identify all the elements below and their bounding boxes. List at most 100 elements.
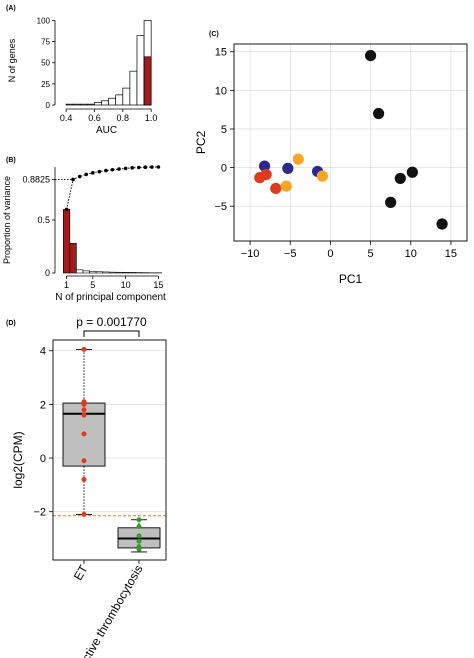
data-point <box>81 407 87 413</box>
x-tick-label: 0.4 <box>60 113 73 123</box>
y-tick-label: 10 <box>215 85 227 97</box>
histogram-bar-highlight <box>143 56 152 106</box>
panel-label: (C) <box>209 31 219 38</box>
scatter-point <box>364 49 377 62</box>
histogram-bar <box>108 97 117 106</box>
y-tick-label: 100 <box>37 16 51 25</box>
scatter-point <box>316 170 328 182</box>
x-tick-label: 15 <box>445 248 457 260</box>
variance-bar <box>89 271 97 274</box>
plot-frame <box>52 339 167 561</box>
data-point <box>81 412 87 418</box>
cumulative-point <box>110 167 115 172</box>
y-tick-label: 0.5 <box>37 215 50 225</box>
data-point <box>81 346 87 352</box>
variance-bar <box>62 209 71 274</box>
variance-bar <box>95 271 103 274</box>
cumulative-line <box>66 166 159 210</box>
scatter-point <box>260 168 272 181</box>
cumulative-point <box>64 207 69 212</box>
cumulative-point <box>104 168 108 173</box>
x-axis-label: AUC <box>96 125 117 136</box>
y-tick-label: −2 <box>33 507 46 519</box>
histogram-bar <box>115 94 124 106</box>
panel-a-auc-histogram: (A) 0 25 50 75 100 0.4 0.6 0.8 1.0 AUC N of genes <box>6 5 157 136</box>
data-point <box>136 538 142 544</box>
plot-background <box>234 44 467 241</box>
x-tick-label: 15 <box>153 280 163 290</box>
x-tick-label: 5 <box>368 248 374 260</box>
histogram-bar <box>129 70 138 106</box>
scatter-point <box>270 182 282 195</box>
x-tick-label: 10 <box>121 280 131 290</box>
cumulative-point <box>143 165 148 170</box>
y-tick-label: 0 <box>221 163 227 175</box>
y-axis-label: N of genes <box>7 38 17 82</box>
cumulative-point <box>77 174 82 179</box>
x-tick-label: 0 <box>327 248 333 260</box>
y-tick-label: 5 <box>221 124 227 136</box>
histogram-bar <box>87 103 95 106</box>
data-point <box>136 546 142 552</box>
variance-bar <box>128 272 136 274</box>
x-tick-label: 0.8 <box>117 113 130 123</box>
cumulative-point <box>150 165 154 169</box>
variance-bar <box>82 270 90 274</box>
panel-label: (D) <box>6 320 16 327</box>
panel-label: (A) <box>6 5 16 12</box>
scatter-point <box>292 153 304 165</box>
data-point <box>81 458 87 464</box>
y-axis-label: log2(CPM) <box>11 431 25 488</box>
cumulative-point <box>97 169 102 174</box>
x-tick-label: −5 <box>284 248 297 260</box>
histogram-bar <box>94 102 102 106</box>
x-axis-label: N of principal component <box>55 292 166 303</box>
data-point <box>81 511 87 517</box>
cumulative-point <box>130 166 134 170</box>
data-point <box>136 517 142 523</box>
x-tick-label: 0.6 <box>88 113 101 123</box>
scatter-point <box>436 218 448 230</box>
cumulative-point <box>136 165 141 170</box>
cumulative-point <box>156 165 161 169</box>
x-tick-label: 1.0 <box>145 113 158 123</box>
x-tick-label: −10 <box>241 248 260 260</box>
y-tick-label: 4 <box>40 346 46 358</box>
panel-label: (B) <box>6 157 16 164</box>
scatter-point <box>406 166 418 178</box>
variance-bar <box>108 271 117 274</box>
variance-bar <box>102 271 110 274</box>
histogram-bar <box>136 35 145 106</box>
cumulative-point <box>123 166 128 171</box>
y-axis-label: PC2 <box>194 131 208 155</box>
y-tick-label: 50 <box>41 59 50 68</box>
data-point <box>81 477 87 483</box>
data-point <box>81 431 87 437</box>
variance-bar <box>76 269 84 274</box>
y-tick-label: 2 <box>40 399 46 411</box>
scatter-point <box>373 107 385 120</box>
data-point <box>136 523 142 529</box>
y-tick-label: 15 <box>215 47 227 59</box>
x-tick-label: 10 <box>405 248 417 260</box>
variance-bar <box>69 243 77 274</box>
histogram-bar <box>101 100 109 106</box>
x-tick-label: 1 <box>64 280 69 290</box>
cumulative-point <box>91 171 95 175</box>
cumulative-point <box>117 167 121 171</box>
x-tick-label: ET <box>71 562 91 583</box>
variance-bar <box>122 272 130 274</box>
y-tick-label: −5 <box>214 201 227 213</box>
data-point <box>81 401 87 407</box>
x-axis-label: PC1 <box>339 272 363 286</box>
data-point <box>136 533 142 539</box>
y-tick-label: 75 <box>41 38 50 47</box>
histogram-bar <box>79 103 88 106</box>
y-tick-label: 0 <box>40 453 46 465</box>
y-tick-label: 25 <box>41 80 50 89</box>
scatter-point <box>394 172 406 185</box>
significance-bracket <box>83 330 140 337</box>
panel-c-pca-scatter: (C) −10 −5 0 5 10 15 −5 0 5 10 15 PC1 PC2 <box>194 31 468 286</box>
